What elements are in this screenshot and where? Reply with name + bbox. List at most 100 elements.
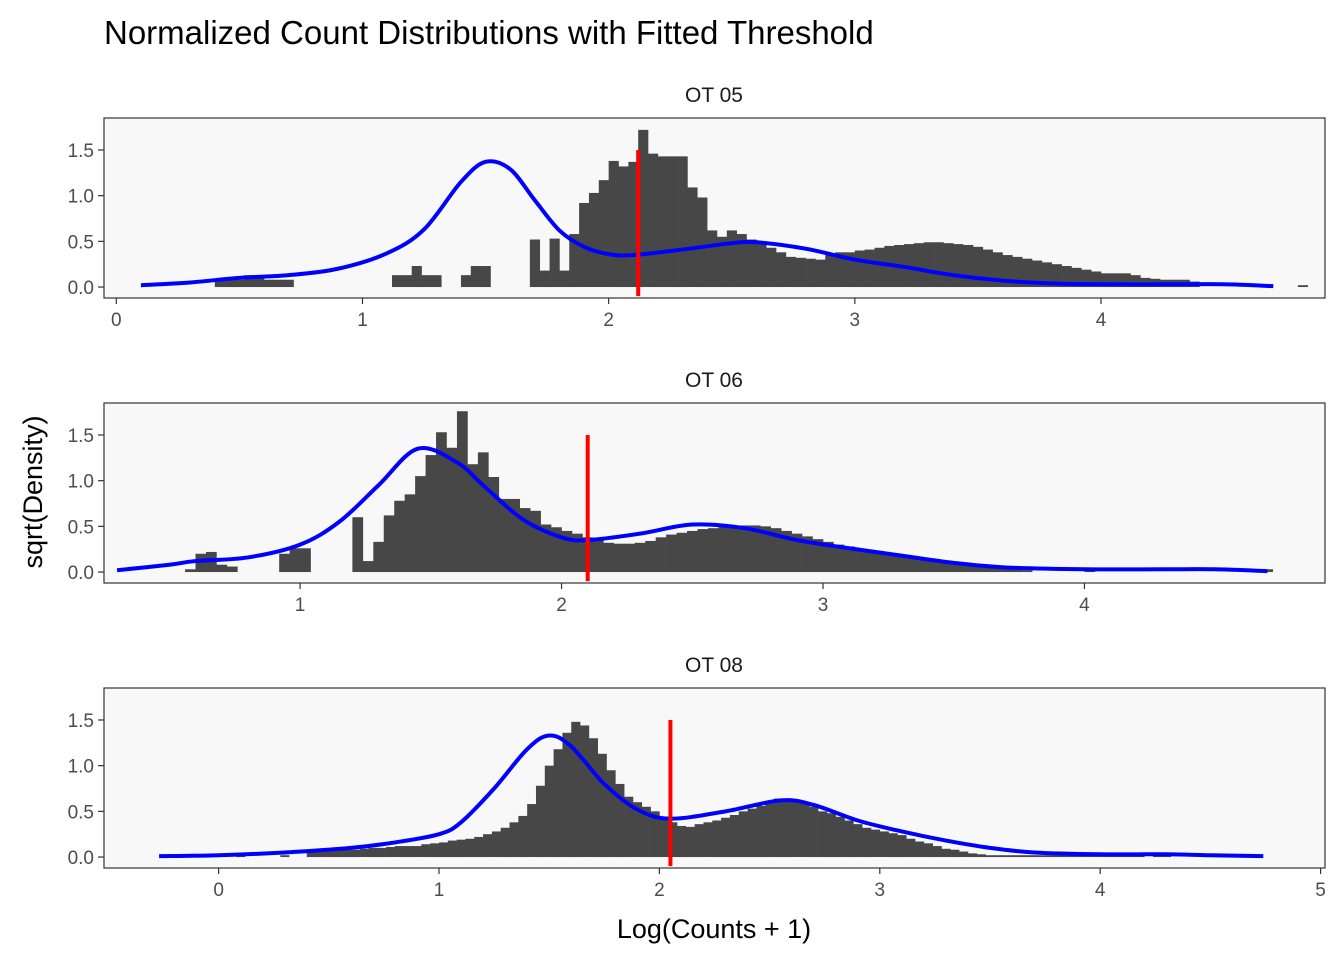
histogram-bar (932, 846, 942, 858)
histogram-bar (815, 259, 826, 288)
y-tick-label: 1.5 (68, 426, 94, 447)
histogram-bar (958, 563, 970, 573)
histogram-bar (927, 560, 939, 573)
histogram-bar (835, 252, 846, 288)
histogram-bar (527, 804, 537, 858)
y-tick-label: 0.0 (68, 563, 94, 584)
histogram-bar (1051, 264, 1062, 288)
histogram-bar (666, 534, 677, 573)
histogram-bar (782, 798, 792, 858)
histogram-bar (613, 543, 625, 573)
histogram-bar (864, 249, 875, 288)
histogram-bar (668, 822, 678, 858)
histogram-bar (603, 542, 615, 573)
y-axis: 0.0 0.5 1.0 1.5 (68, 141, 104, 299)
histogram-bar (280, 855, 290, 858)
histogram-bar (352, 517, 364, 573)
histogram-bar (404, 494, 416, 573)
histogram-bar (687, 530, 698, 573)
histogram-bar (1021, 570, 1033, 573)
histogram-bar (990, 567, 1002, 573)
histogram-bar (933, 242, 944, 288)
histogram-bar (795, 257, 806, 288)
y-tick-label: 0.0 (68, 848, 94, 869)
histogram-bar (854, 549, 866, 573)
histogram-bar (467, 464, 479, 573)
histogram-bar (549, 238, 560, 288)
histogram-bar (368, 847, 378, 858)
histogram-bar (359, 848, 369, 858)
histogram-bar (500, 827, 510, 858)
histogram-bar (392, 275, 403, 288)
histogram-bar (460, 275, 472, 288)
histogram-bar (862, 827, 872, 858)
histogram-bar (480, 266, 491, 288)
histogram-bar (879, 831, 889, 858)
histogram-bar (896, 555, 907, 573)
histogram-bar (559, 270, 570, 288)
histogram-bar (941, 848, 951, 858)
histogram-bar (571, 721, 581, 858)
histogram-bar (333, 849, 343, 858)
histogram-bar (888, 833, 898, 858)
histogram-bar (597, 753, 607, 858)
histogram-bar (185, 569, 196, 573)
histogram-bar (606, 770, 616, 858)
facet-3: OT 08 0.0 0.5 1.0 1.5 0 1 2 3 4 5 (68, 654, 1326, 901)
histogram-bar (324, 850, 334, 858)
histogram-bar (283, 279, 294, 288)
histogram-bar (979, 566, 991, 573)
histogram-bar (234, 279, 245, 288)
histogram-bar (421, 275, 432, 288)
histogram-bar (809, 806, 819, 858)
x-tick-label: 0 (213, 880, 224, 901)
histogram-bar (915, 841, 925, 858)
x-tick-label: 3 (850, 310, 861, 331)
histogram-bar (561, 530, 573, 573)
histogram-bar (226, 566, 238, 573)
histogram-bar (592, 540, 604, 573)
facet-label-ot-05: OT 05 (685, 84, 743, 107)
histogram-bar (923, 242, 934, 288)
histogram-bar (774, 798, 784, 858)
histogram-bar (403, 846, 413, 858)
chart-title: Normalized Count Distributions with Fitt… (104, 14, 874, 51)
histogram-bar (747, 808, 757, 858)
histogram-bar (818, 811, 828, 858)
histogram-bar (412, 846, 422, 858)
facet-2: OT 06 0.0 0.5 1.0 1.5 1 2 3 4 (68, 369, 1326, 616)
x-tick-label: 1 (357, 310, 368, 331)
histogram-bar (897, 835, 907, 858)
histogram-bar (659, 816, 669, 858)
histogram-bar (562, 732, 572, 858)
histogram-bar (967, 853, 978, 858)
histogram-bar (1038, 855, 1048, 858)
histogram-bar (373, 541, 385, 573)
histogram-bar (963, 245, 974, 288)
histogram-bar (655, 537, 667, 573)
y-tick-label: 1.0 (68, 187, 94, 208)
histogram-bar (870, 829, 881, 858)
histogram-bar (551, 527, 562, 573)
histogram-bar (421, 844, 431, 858)
histogram-bar (195, 553, 207, 573)
histogram-bar (569, 234, 580, 288)
histogram-bar (729, 815, 740, 858)
histogram-bar (216, 564, 228, 573)
histogram-bar (1056, 855, 1066, 858)
histogram-bar (823, 541, 834, 573)
histogram-bar (350, 849, 360, 858)
histogram-bar (923, 843, 933, 858)
histogram-bar (648, 153, 659, 288)
histogram-bar (615, 783, 625, 858)
histogram-bar (1011, 569, 1023, 573)
histogram-bar (509, 498, 521, 573)
histogram-bar (844, 820, 854, 858)
histogram-bar (844, 252, 856, 288)
histogram-bar (959, 851, 969, 858)
histogram-bar (726, 230, 737, 288)
histogram-bar (279, 553, 290, 573)
histogram-bar (854, 250, 865, 288)
histogram-bar (802, 536, 813, 573)
